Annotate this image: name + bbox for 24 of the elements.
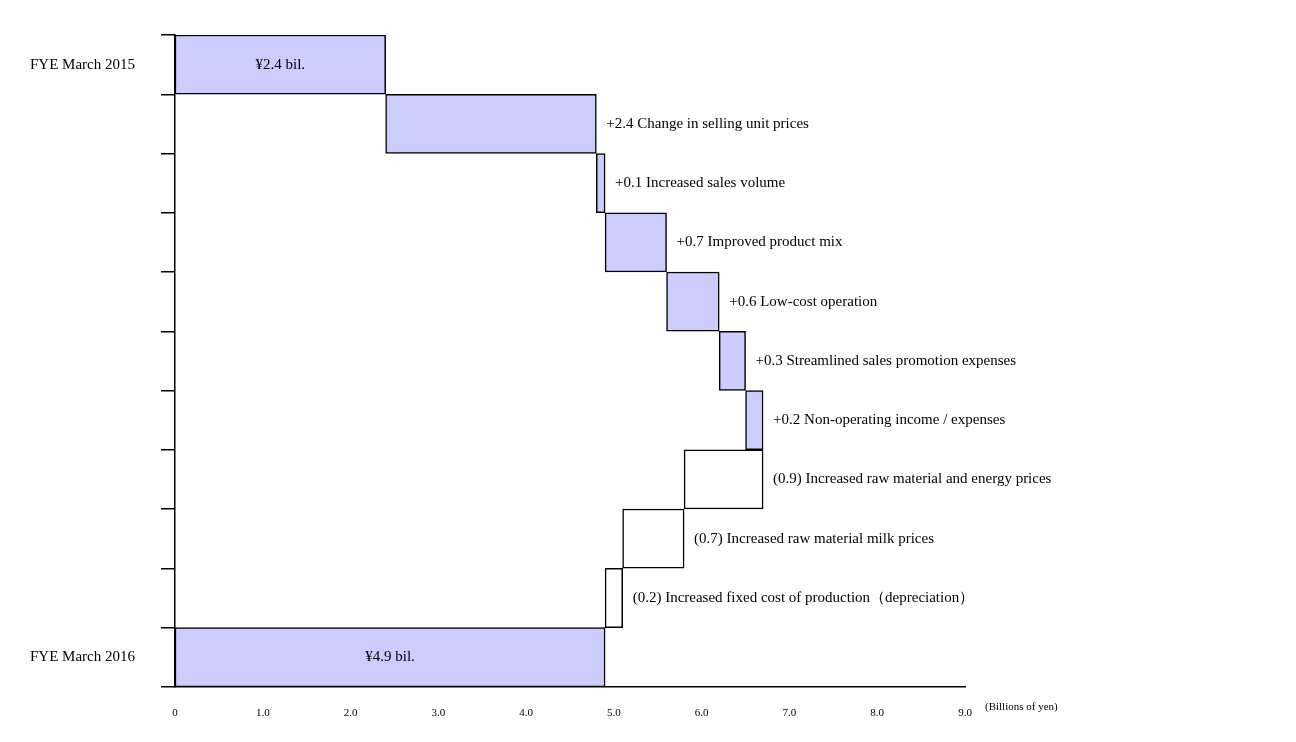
x-tick-label: 5.0	[607, 706, 622, 719]
x-tick-label: 0	[172, 706, 179, 719]
x-tick-label: 6.0	[694, 706, 710, 719]
y-tick-label: FYE March 2016	[29, 648, 136, 665]
data-label: +0.6 Low-cost operation	[729, 292, 878, 309]
x-tick-label: 7.0	[782, 706, 797, 719]
x-tick-label: 9.0	[958, 706, 973, 719]
data-label: +0.7 Improved product mix	[676, 233, 843, 250]
x-tick-label: 4.0	[519, 706, 534, 719]
data-label: +0.2 Non-operating income / expenses	[773, 411, 1006, 428]
data-label: ¥2.4 bil.	[255, 55, 306, 72]
data-label: (0.2) Increased fixed cost of production（depreciation）	[632, 588, 975, 606]
x-tick-label: 2.0	[343, 706, 358, 719]
data-label: +2.4 Change in selling unit prices	[606, 114, 810, 131]
data-label: ¥4.9 bil.	[365, 648, 415, 665]
data-label: (0.9) Increased raw material and energy prices	[773, 470, 1052, 488]
x-axis-title: (Billions of yen)	[985, 699, 1059, 713]
y-tick-label: FYE March 2015	[29, 55, 135, 72]
data-label: (0.7) Increased raw material milk prices	[694, 529, 935, 547]
data-label: +0.3 Streamlined sales promotion expenses	[755, 351, 1017, 368]
x-tick-label: 3.0	[431, 706, 446, 719]
data-label: +0.1 Increased sales volume	[615, 174, 786, 191]
x-tick-label: 8.0	[870, 706, 885, 719]
x-tick-label: 1.0	[255, 706, 271, 719]
